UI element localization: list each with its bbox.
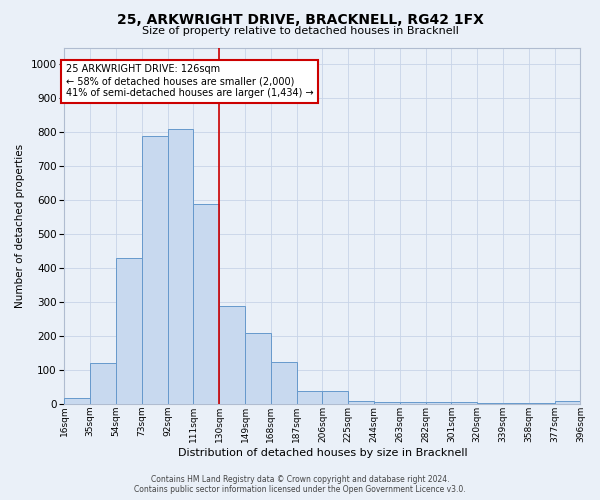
Text: 25, ARKWRIGHT DRIVE, BRACKNELL, RG42 1FX: 25, ARKWRIGHT DRIVE, BRACKNELL, RG42 1FX bbox=[116, 12, 484, 26]
Bar bbox=[503, 403, 529, 404]
Bar bbox=[116, 258, 142, 404]
Bar bbox=[64, 398, 90, 404]
Bar bbox=[193, 204, 219, 404]
Text: Contains HM Land Registry data © Crown copyright and database right 2024.
Contai: Contains HM Land Registry data © Crown c… bbox=[134, 474, 466, 494]
Y-axis label: Number of detached properties: Number of detached properties bbox=[15, 144, 25, 308]
Bar bbox=[219, 306, 245, 404]
Bar bbox=[451, 402, 477, 404]
Bar bbox=[400, 402, 425, 404]
Bar bbox=[374, 402, 400, 404]
Text: Size of property relative to detached houses in Bracknell: Size of property relative to detached ho… bbox=[142, 26, 458, 36]
Bar bbox=[529, 403, 554, 404]
Bar bbox=[142, 136, 167, 404]
Bar bbox=[425, 402, 451, 404]
Bar bbox=[245, 333, 271, 404]
Bar bbox=[477, 403, 503, 404]
Text: 25 ARKWRIGHT DRIVE: 126sqm
← 58% of detached houses are smaller (2,000)
41% of s: 25 ARKWRIGHT DRIVE: 126sqm ← 58% of deta… bbox=[65, 64, 313, 98]
Bar bbox=[322, 390, 348, 404]
X-axis label: Distribution of detached houses by size in Bracknell: Distribution of detached houses by size … bbox=[178, 448, 467, 458]
Bar bbox=[90, 364, 116, 404]
Bar bbox=[554, 401, 580, 404]
Bar bbox=[348, 402, 374, 404]
Bar bbox=[271, 362, 296, 404]
Bar bbox=[167, 129, 193, 404]
Bar bbox=[296, 390, 322, 404]
